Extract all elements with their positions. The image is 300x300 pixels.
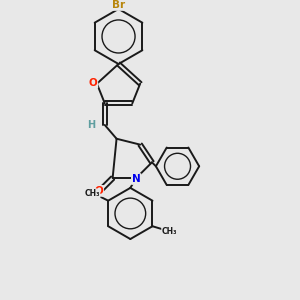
Text: N: N xyxy=(132,174,141,184)
Text: CH₃: CH₃ xyxy=(162,227,177,236)
Text: Br: Br xyxy=(112,0,125,10)
Text: H: H xyxy=(87,120,95,130)
Text: O: O xyxy=(94,186,103,196)
Text: CH₃: CH₃ xyxy=(84,189,100,198)
Text: O: O xyxy=(88,78,97,88)
